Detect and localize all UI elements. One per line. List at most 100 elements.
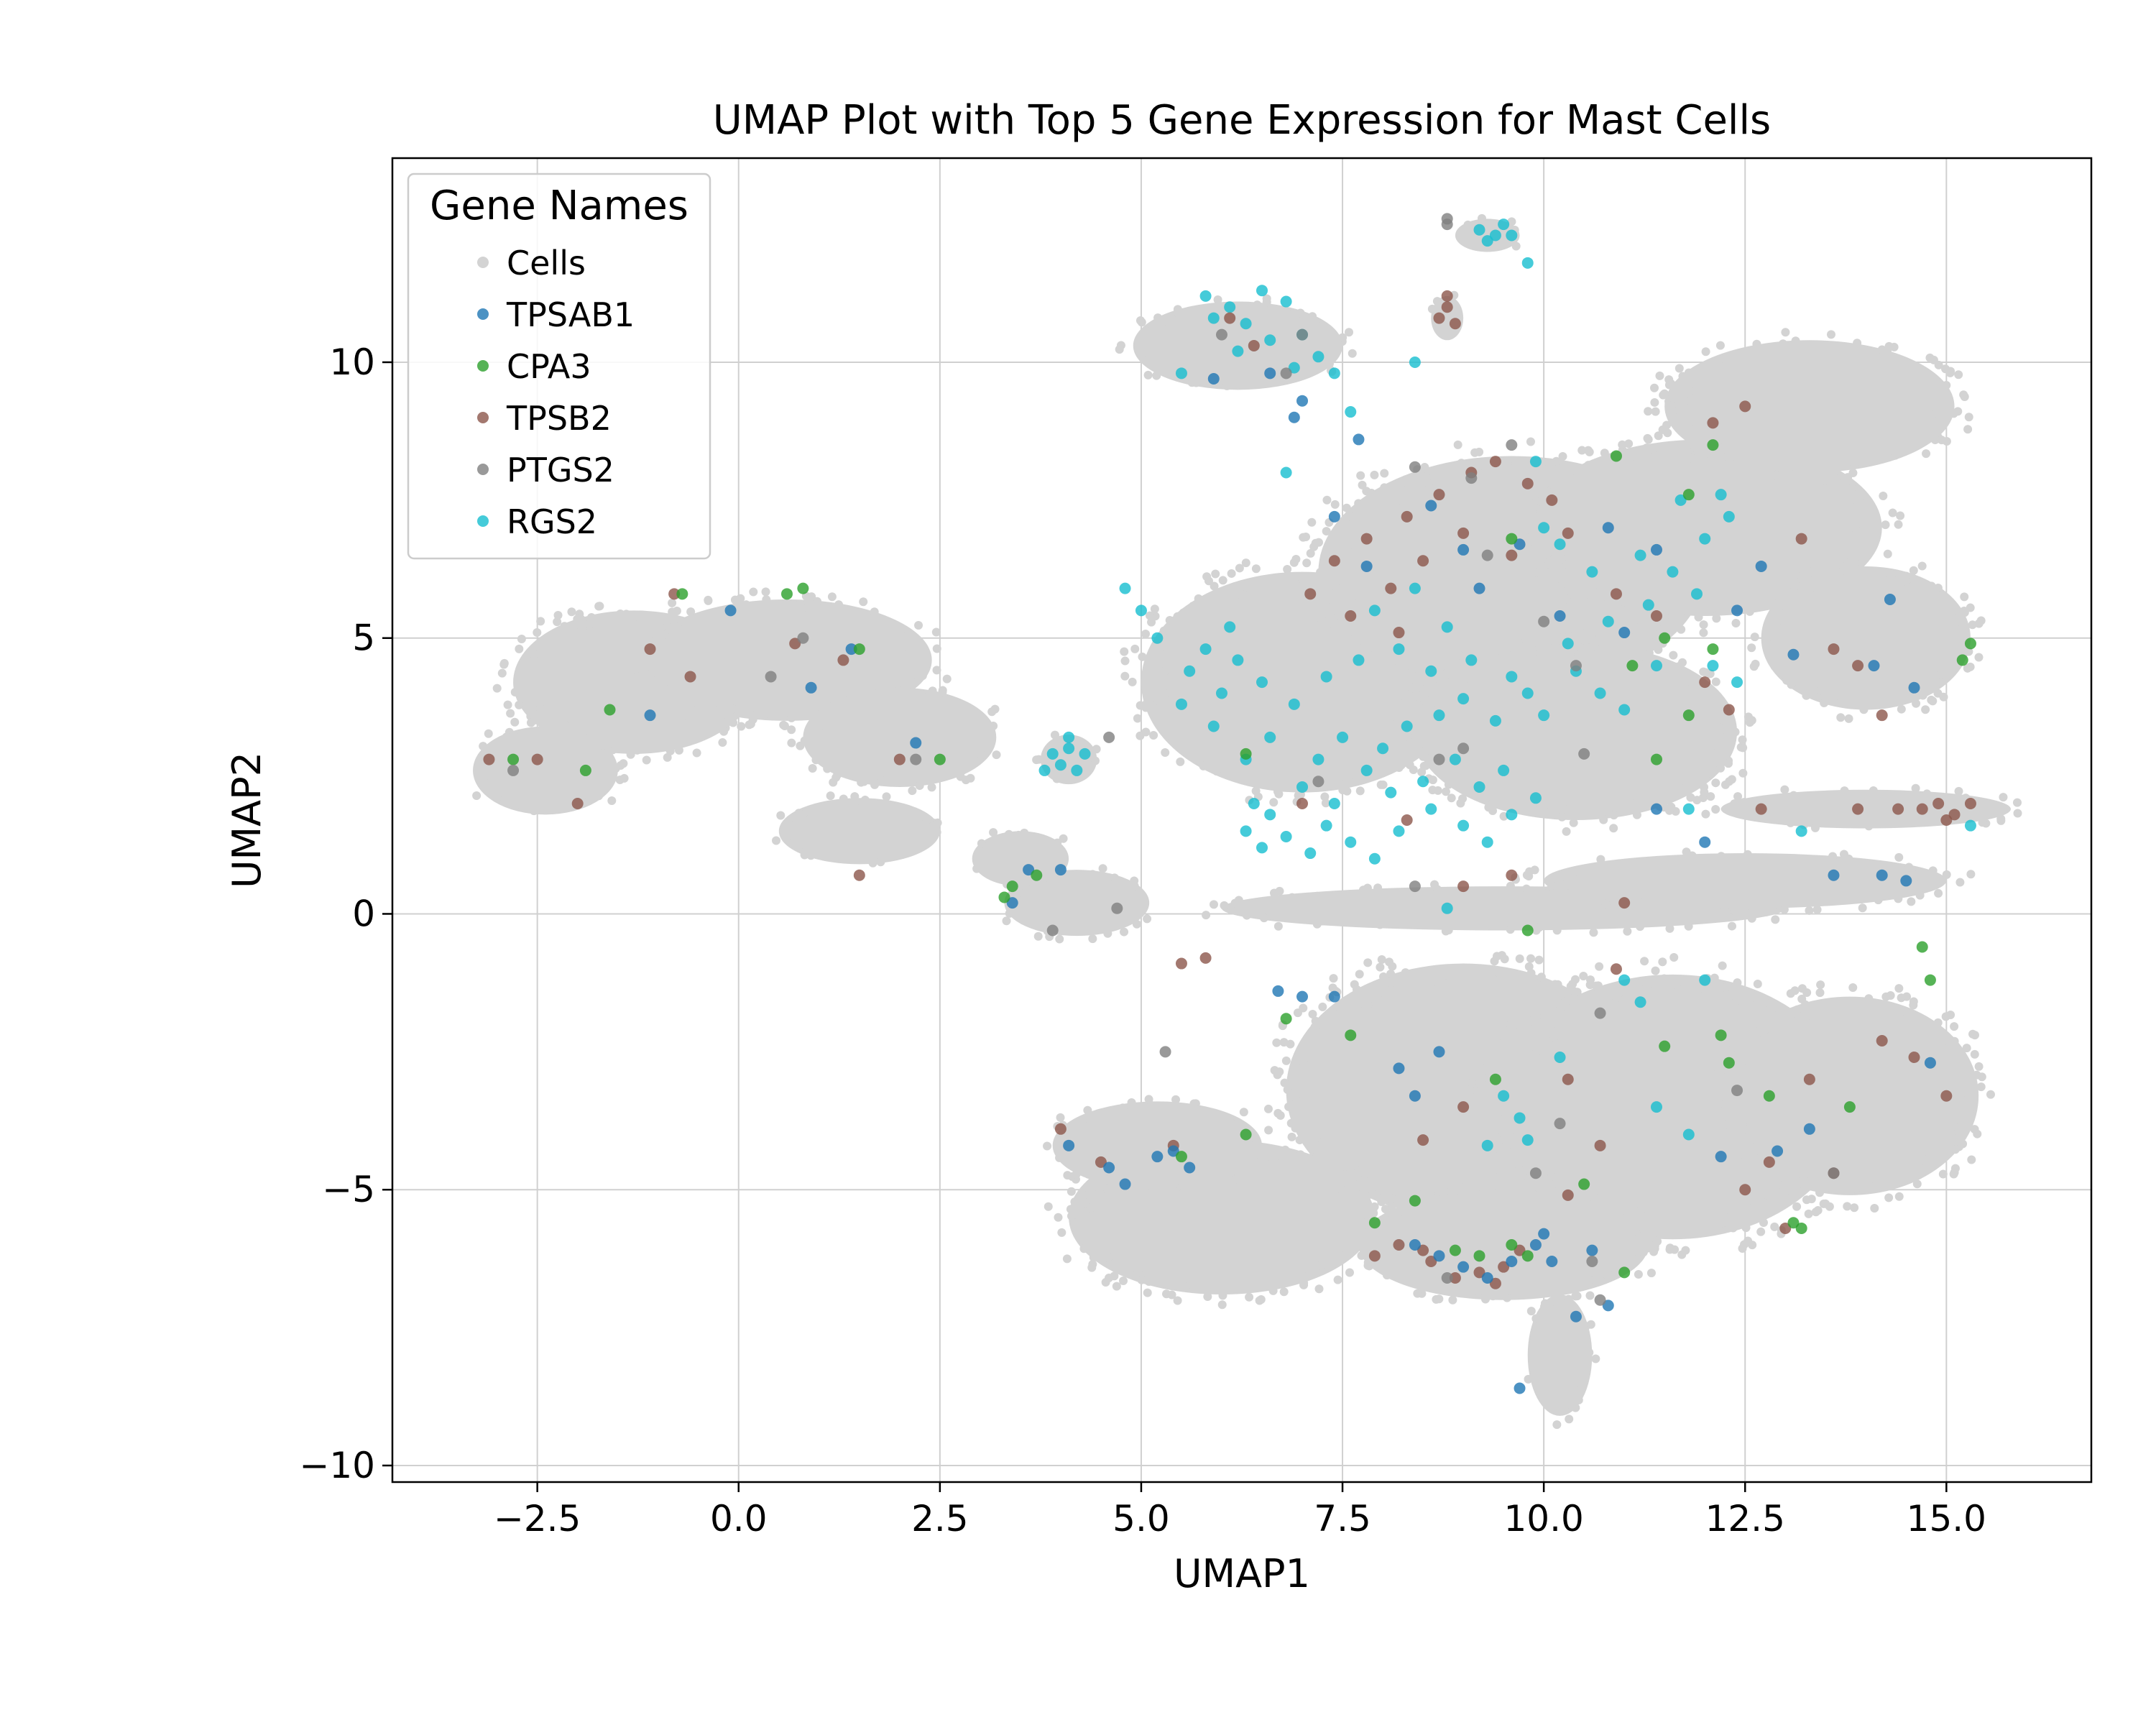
cell-point: [1132, 919, 1141, 929]
cell-point: [576, 615, 586, 624]
cell-point: [1089, 1241, 1099, 1251]
cell-point: [1644, 799, 1653, 809]
point-rgs2: [1554, 1052, 1566, 1064]
point-ptgs2: [1409, 880, 1421, 893]
cell-point: [1529, 1009, 1539, 1018]
point-ptgs2: [1441, 1272, 1453, 1284]
cell-point: [1299, 1003, 1308, 1013]
cell-point: [526, 718, 535, 727]
cell-point: [1665, 1243, 1674, 1253]
point-tpsab1: [1119, 1178, 1131, 1190]
cell-cluster-core: [1040, 735, 1097, 785]
cell-point: [1538, 889, 1547, 898]
cell-point: [1393, 1213, 1403, 1223]
cell-point: [1635, 978, 1644, 988]
point-rgs2: [1151, 632, 1164, 644]
cell-point: [1342, 786, 1352, 796]
cell-point: [1537, 497, 1547, 507]
cell-point: [1678, 372, 1687, 381]
cell-point: [1595, 962, 1604, 971]
point-tpsab1: [1755, 560, 1767, 572]
point-tpsab1: [1514, 538, 1526, 551]
cell-point: [1005, 908, 1014, 918]
cell-point: [1572, 483, 1581, 492]
point-rgs2: [1184, 665, 1196, 677]
point-tpsab1: [1884, 594, 1896, 605]
point-tpsb2: [1755, 803, 1767, 815]
cell-point: [1283, 1085, 1292, 1095]
cell-point: [1812, 905, 1822, 914]
point-ptgs2: [1586, 1256, 1598, 1267]
cell-point: [1624, 455, 1634, 464]
cell-point: [798, 810, 808, 819]
cell-point: [1999, 793, 2008, 802]
point-tpsb2: [1562, 527, 1574, 539]
cell-point: [1264, 1126, 1273, 1135]
cell-point: [718, 738, 727, 748]
cell-point: [1325, 638, 1334, 647]
cell-cluster: [1524, 1294, 1600, 1430]
cell-point: [1728, 1223, 1738, 1233]
cell-point: [1902, 1007, 1911, 1016]
cell-point: [814, 723, 824, 732]
cell-point: [1750, 632, 1759, 642]
cell-point: [1287, 893, 1296, 902]
cell-point: [1341, 1250, 1350, 1259]
cell-point: [1710, 1098, 1719, 1108]
cell-point: [745, 602, 754, 612]
cell-point: [932, 666, 941, 675]
point-tpsb2: [1199, 952, 1212, 964]
cell-point: [1526, 1052, 1535, 1061]
cell-point: [1938, 1169, 1948, 1179]
point-tpsb2: [1852, 803, 1864, 815]
cell-point: [1851, 516, 1860, 525]
cell-point: [823, 602, 832, 611]
cell-point: [1569, 897, 1578, 906]
cell-point: [969, 753, 978, 762]
cell-point: [1831, 477, 1841, 486]
cell-point: [1227, 1166, 1237, 1175]
cell-point: [1554, 876, 1564, 886]
cell-point: [1718, 961, 1727, 970]
cell-point: [1347, 1237, 1356, 1246]
cell-point: [1823, 467, 1833, 477]
cell-point: [1966, 870, 1976, 879]
cell-point: [1273, 1108, 1283, 1118]
cell-point: [1382, 1271, 1391, 1280]
cell-cluster: [1387, 626, 1756, 836]
cell-point: [1063, 1171, 1072, 1180]
cell-point: [1481, 1294, 1491, 1304]
cell-point: [1949, 409, 1958, 418]
cell-point: [1149, 731, 1158, 740]
cell-point: [1179, 608, 1188, 617]
cell-point: [1787, 680, 1796, 689]
cell-point: [1712, 748, 1721, 758]
cell-point: [1605, 1271, 1614, 1280]
point-rgs2: [1538, 522, 1550, 534]
cell-point: [1145, 353, 1154, 362]
point-rgs2: [1602, 615, 1614, 627]
point-rgs2: [1650, 1101, 1662, 1113]
point-ptgs2: [1594, 1294, 1606, 1306]
cell-point: [870, 607, 879, 617]
point-cpa3: [780, 588, 793, 600]
point-tpsb2: [1828, 643, 1840, 656]
cell-point: [1279, 1287, 1289, 1297]
cell-point: [1625, 799, 1634, 809]
cell-point: [992, 750, 1001, 760]
point-rgs2: [1199, 643, 1212, 656]
cell-point: [1302, 558, 1312, 568]
cell-point: [1297, 1064, 1307, 1073]
cell-point: [1970, 1031, 1979, 1040]
cell-point: [559, 719, 568, 729]
point-rgs2: [1529, 792, 1542, 804]
cell-point: [1677, 900, 1686, 909]
point-tpsb2: [1417, 555, 1429, 567]
cell-point: [1458, 677, 1468, 686]
cell-point: [1258, 1279, 1268, 1289]
point-tpsb2: [1489, 456, 1501, 468]
cell-point: [823, 764, 832, 773]
point-tpsab1: [1868, 660, 1880, 672]
cell-point: [1933, 584, 1943, 593]
point-tpsab1: [1272, 985, 1284, 997]
